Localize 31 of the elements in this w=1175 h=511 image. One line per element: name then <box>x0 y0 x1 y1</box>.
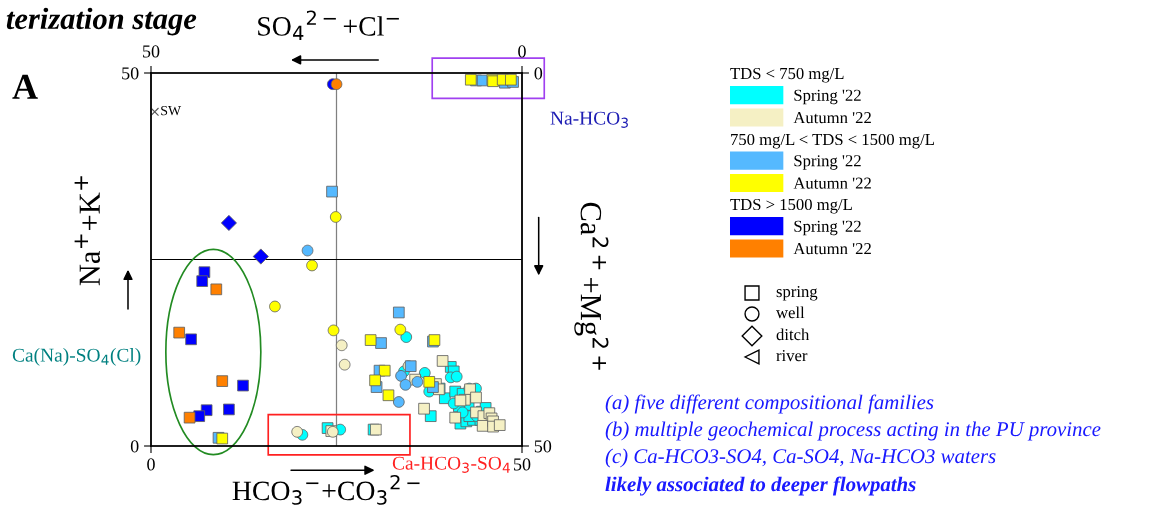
x2-axis-title: SO$_{4}$$^{2−}$+Cl$^{−}$ <box>258 10 399 41</box>
legend-label: Autumn '22 <box>793 177 871 189</box>
legend-label: Autumn '22 <box>793 112 871 124</box>
y2-tick-label: 0 <box>534 67 543 80</box>
text: TDS < 750 mg/L <box>730 67 844 83</box>
legend-label: Autumn '22 <box>793 243 871 255</box>
x2-tick-label: 50 <box>143 45 160 58</box>
text: (c) Ca-HCO3-SO4, Ca-SO4, Na-HCO3 waters <box>605 448 996 468</box>
x-axis-title: HCO$_{3}$$^{−}$+CO$_{3}$$^{2−}$ <box>232 474 420 505</box>
text: (b) multiple geochemical process acting in the PU province <box>605 421 1101 441</box>
legend-label: Spring '22 <box>794 89 861 105</box>
text: Ca(Na)-SO$_{4}$(Cl) <box>12 348 141 366</box>
text: ditch <box>776 328 810 341</box>
legend-label: Spring '22 <box>794 155 861 170</box>
text: river <box>776 349 808 362</box>
text: (a) five different compositional families <box>605 394 934 414</box>
y-axis-title: Na$^{+}$+K$^{+}$ <box>74 176 101 286</box>
chart-title: terization stage <box>6 7 197 36</box>
annotation: SW <box>161 105 182 116</box>
text: TDS > 1500 mg/L <box>730 198 852 214</box>
text: spring <box>776 285 818 301</box>
text: A <box>12 74 38 99</box>
text: Na-HCO$_{3}$ <box>550 111 628 128</box>
x2-tick-label: 0 <box>518 45 526 58</box>
y2-axis-title: Ca$^{2+}$+Mg$^{2+}$ <box>574 202 609 370</box>
text: well <box>776 306 805 319</box>
text: Ca-HCO$_{3}$-SO$_{4}$ <box>392 456 510 473</box>
text: likely associated to deeper flowpaths <box>605 476 916 496</box>
text: 750 mg/L < TDS < 1500 mg/L <box>731 133 934 149</box>
legend-label: Spring '22 <box>794 220 861 236</box>
y2-tick-label: 50 <box>534 440 552 453</box>
